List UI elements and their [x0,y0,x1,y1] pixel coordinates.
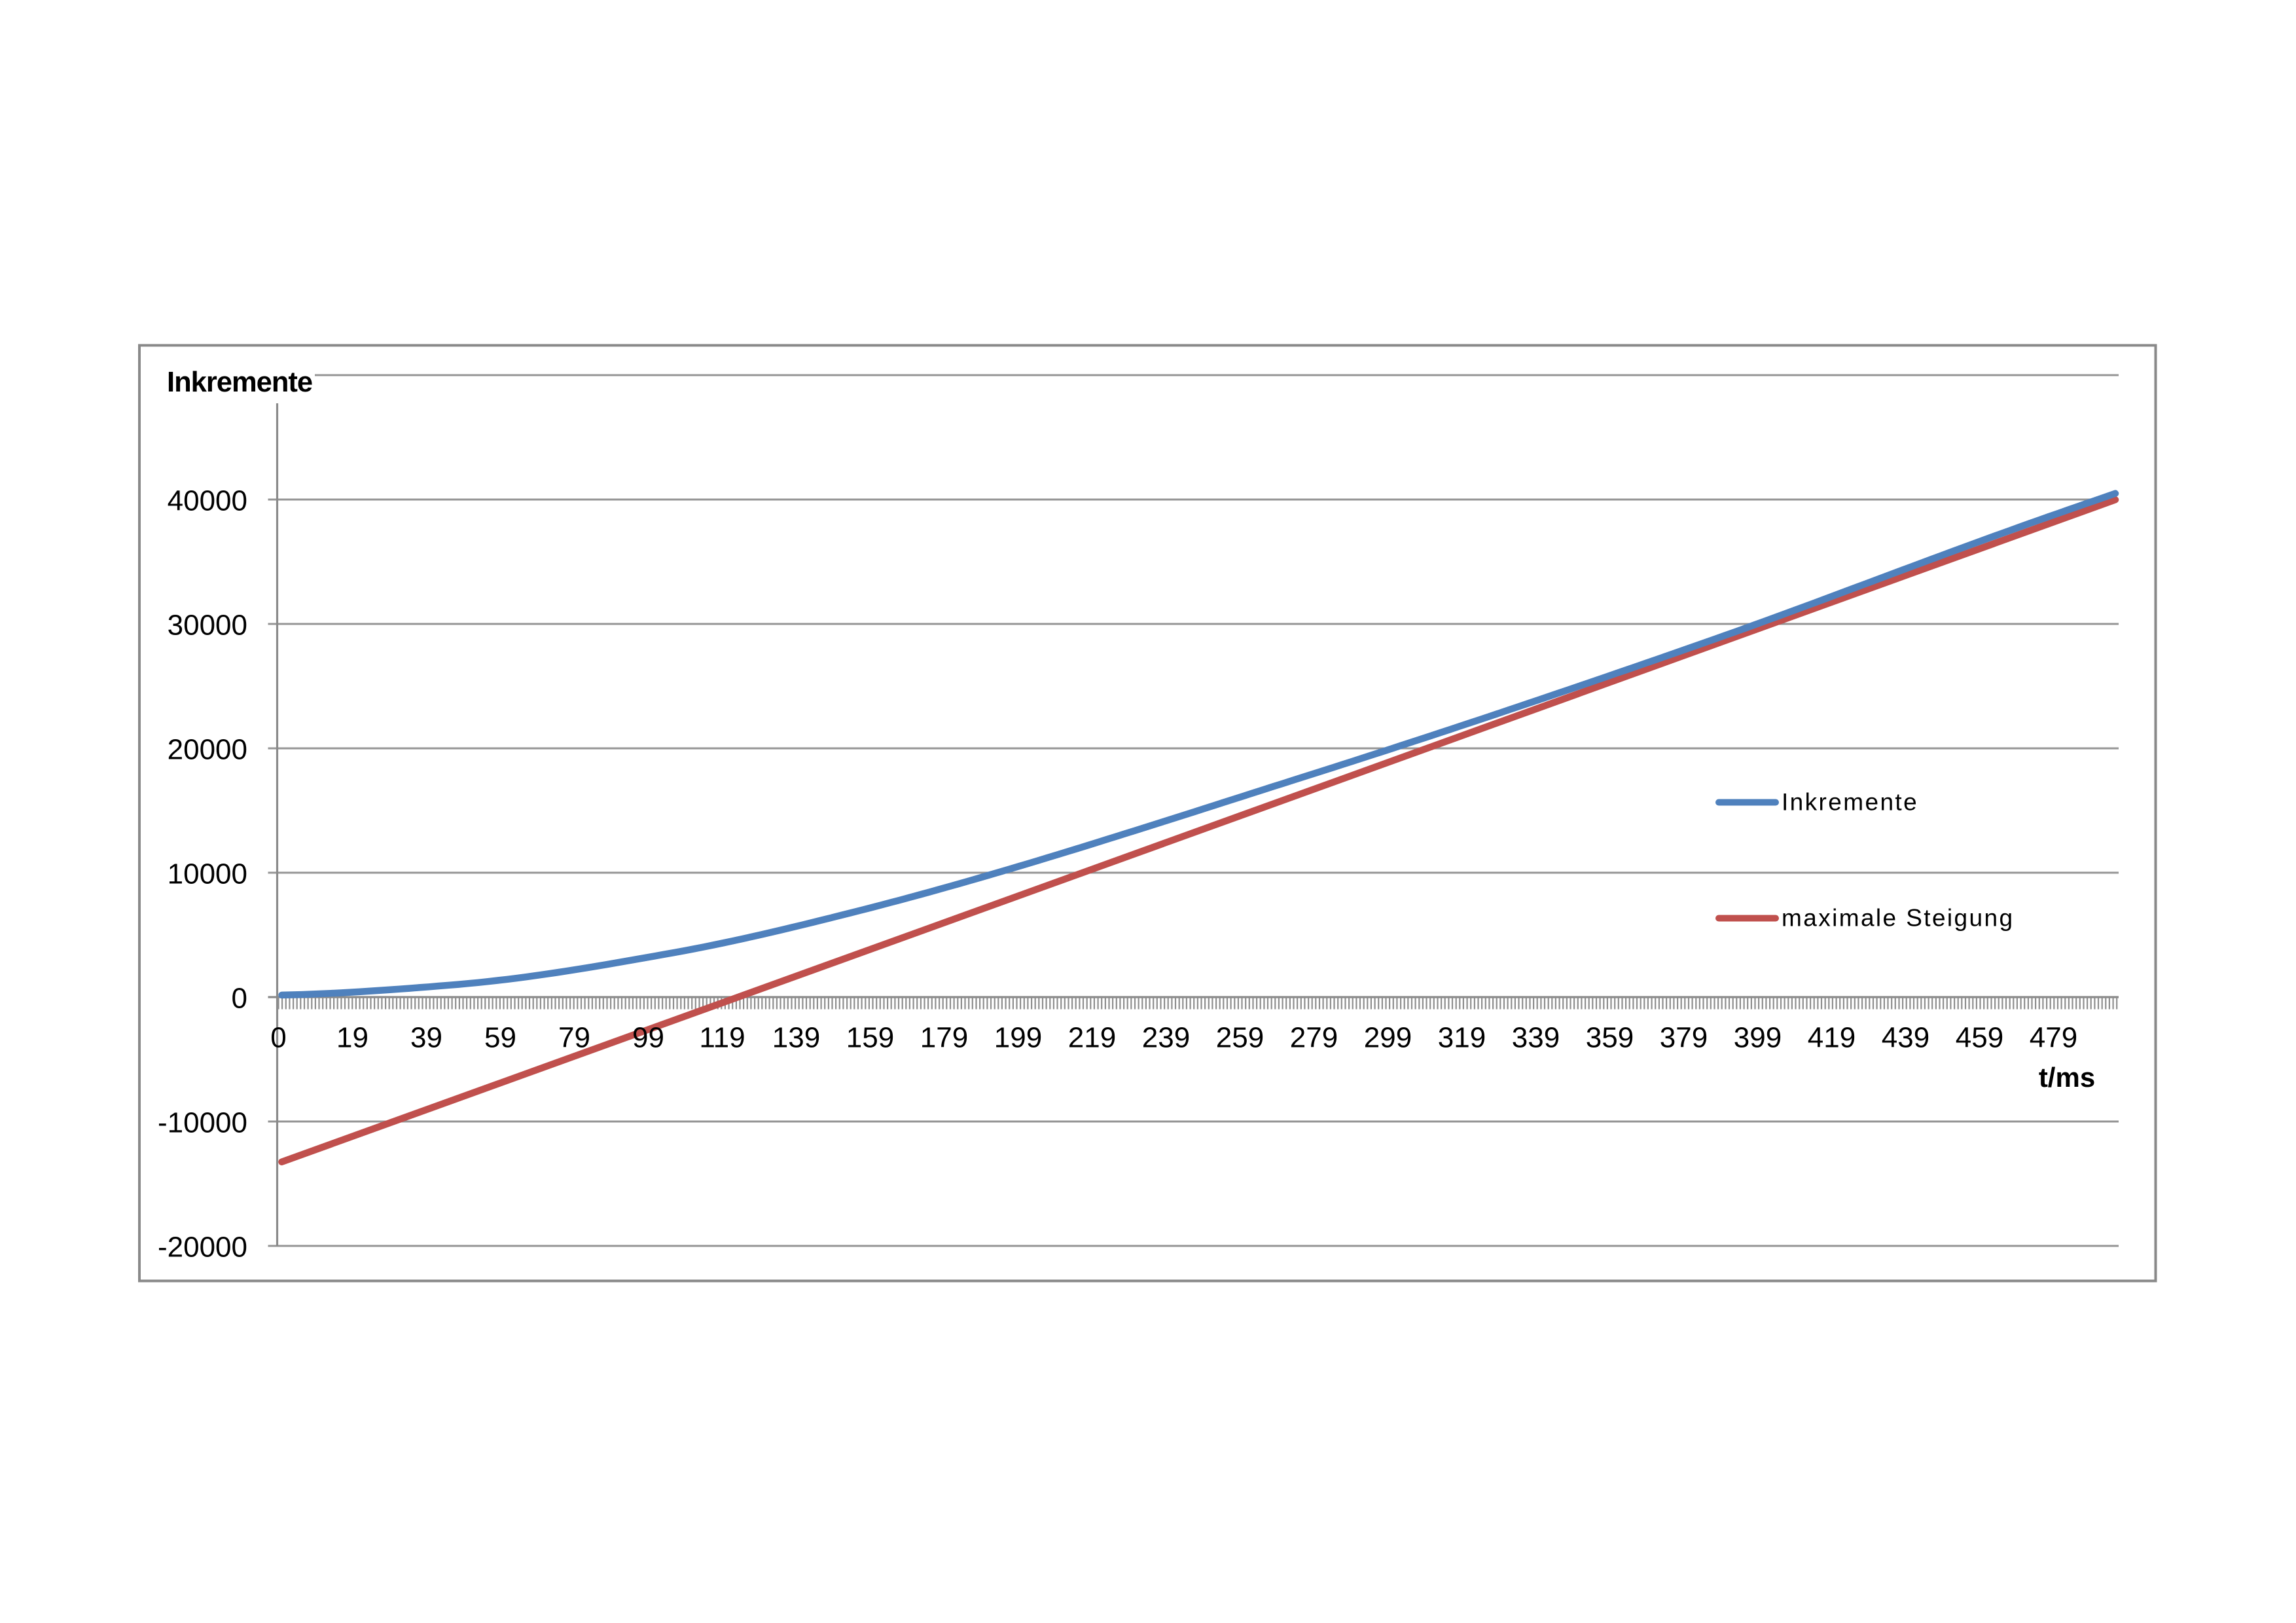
svg-text:Inkremente: Inkremente [1782,789,1918,816]
svg-text:459: 459 [1956,1022,2003,1054]
svg-text:339: 339 [1512,1022,1560,1054]
svg-text:Inkremente: Inkremente [167,367,312,398]
svg-text:419: 419 [1808,1022,1856,1054]
svg-text:40000: 40000 [168,485,247,517]
svg-text:199: 199 [994,1022,1042,1054]
svg-text:219: 219 [1068,1022,1116,1054]
svg-text:0: 0 [270,1022,286,1054]
svg-text:19: 19 [336,1022,368,1054]
svg-text:239: 239 [1142,1022,1190,1054]
svg-text:-20000: -20000 [158,1231,247,1264]
svg-text:79: 79 [558,1022,590,1054]
svg-text:439: 439 [1882,1022,1929,1054]
svg-text:379: 379 [1660,1022,1708,1054]
svg-text:279: 279 [1290,1022,1338,1054]
svg-text:139: 139 [772,1022,820,1054]
svg-text:t/ms: t/ms [2039,1062,2095,1093]
svg-text:179: 179 [920,1022,968,1054]
svg-text:299: 299 [1364,1022,1412,1054]
svg-text:59: 59 [484,1022,516,1054]
svg-text:159: 159 [846,1022,894,1054]
svg-text:30000: 30000 [168,610,247,642]
svg-text:99: 99 [632,1022,664,1054]
svg-text:259: 259 [1216,1022,1264,1054]
svg-text:319: 319 [1438,1022,1486,1054]
svg-text:39: 39 [410,1022,442,1054]
svg-text:479: 479 [2030,1022,2077,1054]
svg-text:359: 359 [1586,1022,1634,1054]
svg-text:maximale Steigung: maximale Steigung [1782,905,2014,932]
svg-text:119: 119 [699,1022,745,1054]
svg-text:10000: 10000 [168,858,247,890]
svg-text:20000: 20000 [168,734,247,766]
svg-text:0: 0 [232,983,247,1015]
svg-text:-10000: -10000 [158,1107,247,1139]
svg-text:399: 399 [1734,1022,1782,1054]
